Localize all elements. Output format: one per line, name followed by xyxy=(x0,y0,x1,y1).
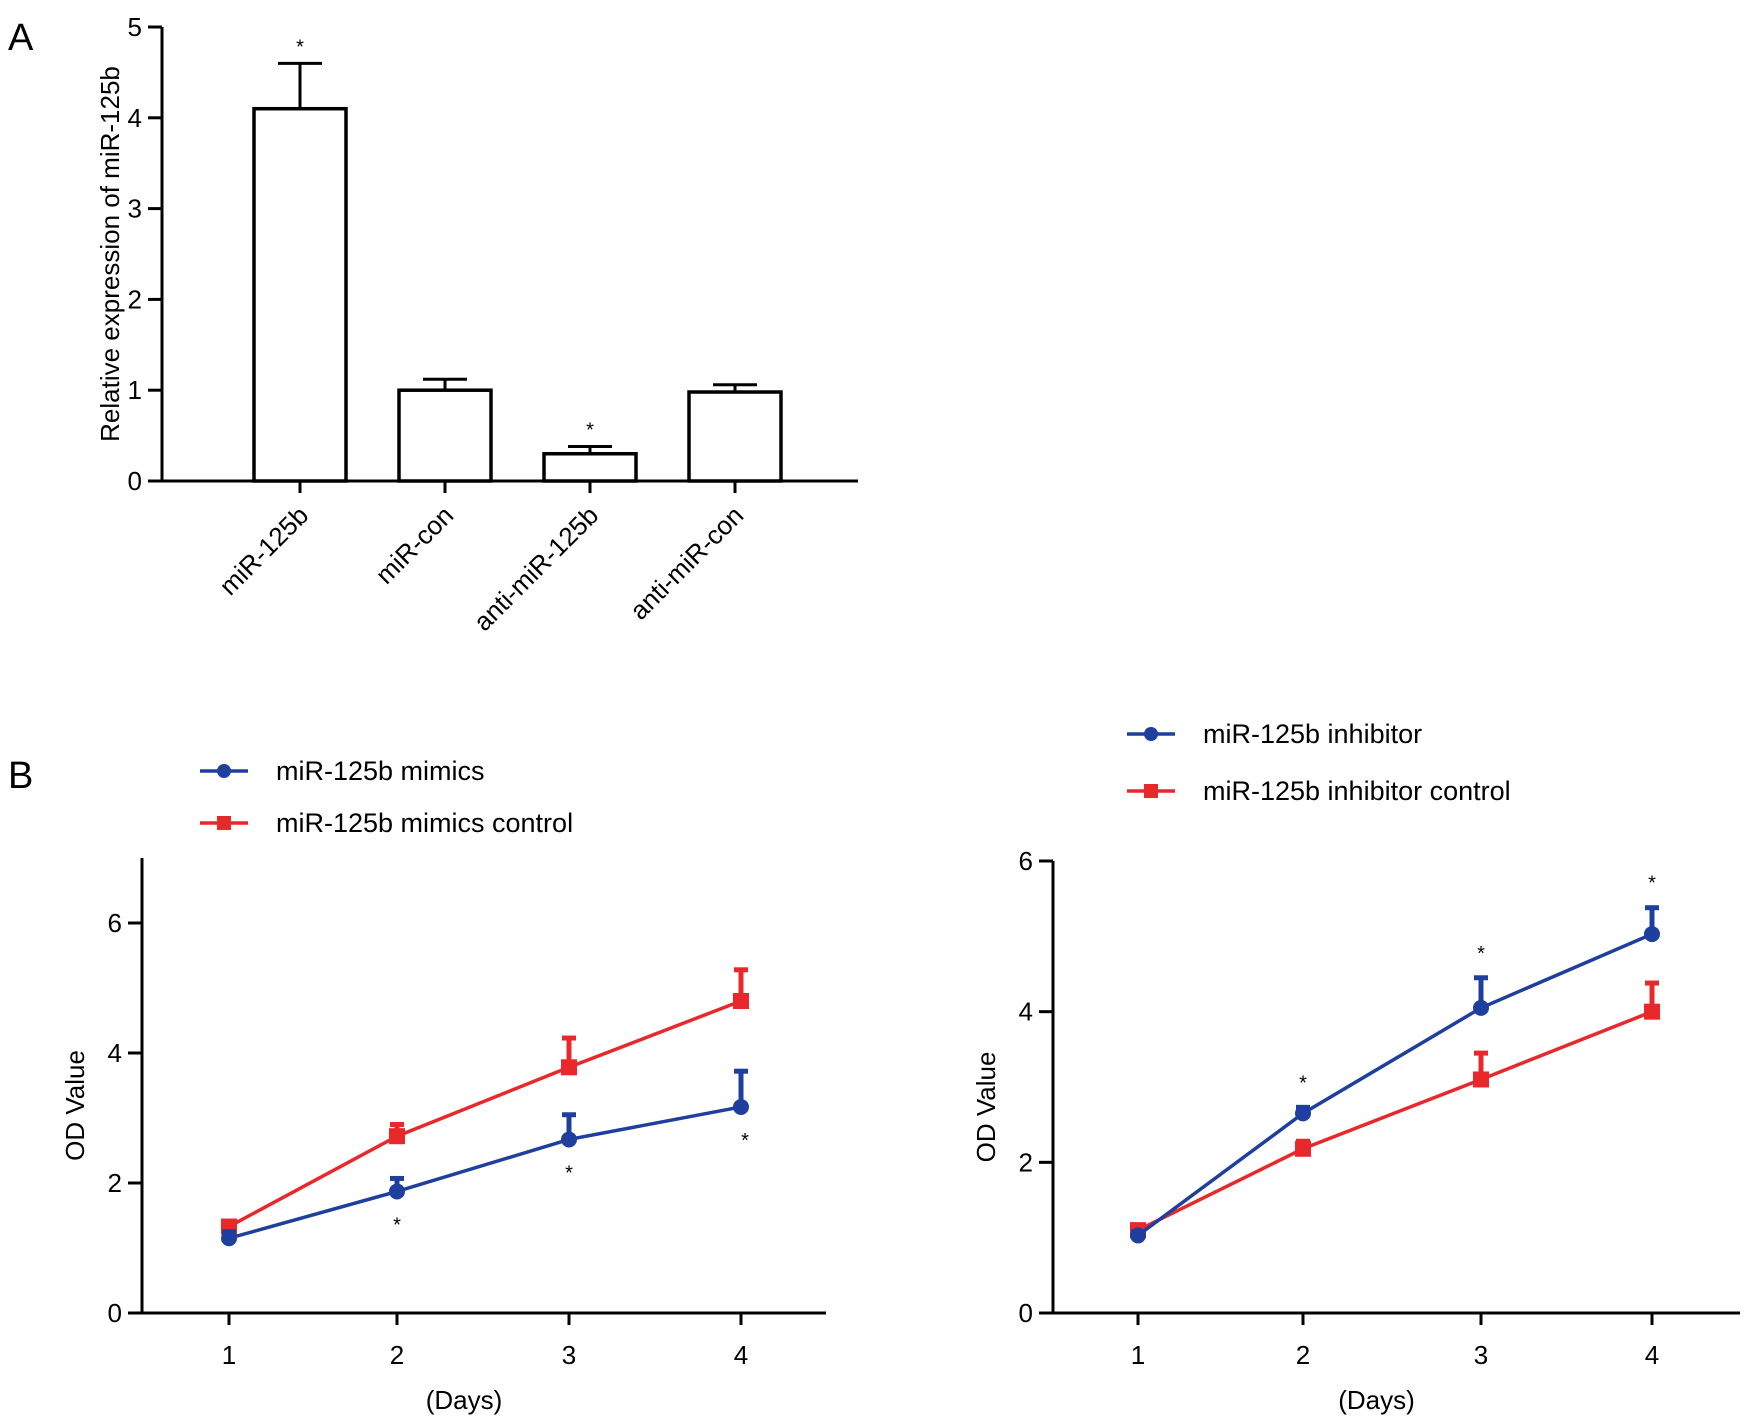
data-point xyxy=(221,1230,237,1247)
y-tick-label: 0 xyxy=(1019,1298,1033,1328)
y-tick-label: 5 xyxy=(128,12,142,42)
y-tick-label: 1 xyxy=(128,375,142,405)
bar xyxy=(397,388,493,483)
x-tick-label: 3 xyxy=(562,1340,576,1370)
y-tick-label: 6 xyxy=(1019,846,1033,876)
data-point xyxy=(561,1059,577,1076)
significance-marker: * xyxy=(741,1130,749,1152)
x-axis-label: (Days) xyxy=(1338,1385,1415,1415)
x-tick-label: anti-miR-125b xyxy=(468,500,605,637)
x-tick-label: miR-125b xyxy=(213,500,314,601)
series-line xyxy=(1136,932,1653,1237)
y-tick-label: 2 xyxy=(1019,1147,1033,1177)
x-tick-label: anti-miR-con xyxy=(624,500,749,625)
data-point xyxy=(1473,1071,1489,1088)
data-point xyxy=(389,1183,405,1200)
legend-label: miR-125b inhibitor control xyxy=(1203,776,1511,806)
x-tick-label: 1 xyxy=(1131,1340,1145,1370)
y-axis-label: Relative expression of miR-125b xyxy=(95,66,125,442)
bar xyxy=(252,106,348,483)
x-tick-label: 4 xyxy=(1645,1340,1659,1370)
significance-marker: * xyxy=(1648,873,1656,895)
line-chart-mimics: 0 2 4 6 1 2 3 4 (Days) OD Value * * * miR-125b mimics… xyxy=(60,756,826,1415)
y-tick-label: 4 xyxy=(128,103,142,133)
y-tick-label: 3 xyxy=(128,194,142,224)
data-point xyxy=(1130,1227,1146,1244)
bar xyxy=(542,452,638,483)
y-tick-label: 4 xyxy=(108,1038,122,1068)
legend-label: miR-125b mimics control xyxy=(276,808,573,838)
legend-label: miR-125b inhibitor xyxy=(1203,719,1422,749)
legend-marker xyxy=(1144,727,1158,741)
significance-marker: * xyxy=(1299,1072,1307,1094)
x-tick-label: 3 xyxy=(1474,1340,1488,1370)
data-point xyxy=(1644,926,1660,943)
x-axis-label: (Days) xyxy=(426,1385,503,1415)
data-point xyxy=(1295,1140,1311,1157)
legend-label: miR-125b mimics xyxy=(276,756,485,786)
significance-marker: * xyxy=(565,1162,573,1184)
series-line xyxy=(228,1105,742,1240)
x-tick-label: 1 xyxy=(222,1340,236,1370)
x-tick-label: miR-con xyxy=(370,500,460,590)
significance-marker: * xyxy=(393,1214,401,1236)
significance-marker: * xyxy=(1477,943,1485,965)
panel-label-b: B xyxy=(8,755,33,797)
series-line xyxy=(1137,1010,1653,1232)
x-tick-label: 2 xyxy=(390,1340,404,1370)
data-point xyxy=(389,1128,405,1145)
data-point xyxy=(733,993,749,1009)
x-tick-label: 4 xyxy=(734,1340,748,1370)
y-tick-label: 2 xyxy=(128,284,142,314)
line-chart-inhibitor: 0 2 4 6 1 2 3 4 (Days) OD Value * * * miR-125b inhibi… xyxy=(971,719,1740,1415)
x-tick-label: 2 xyxy=(1296,1340,1310,1370)
series-line xyxy=(228,999,742,1229)
legend-marker xyxy=(217,816,231,830)
data-point xyxy=(1473,999,1489,1016)
bar xyxy=(687,390,783,483)
y-tick-label: 6 xyxy=(108,908,122,938)
data-point xyxy=(1644,1003,1660,1020)
y-tick-label: 0 xyxy=(108,1298,122,1328)
legend-marker xyxy=(1144,784,1158,798)
y-tick-label: 0 xyxy=(128,466,142,496)
y-axis-label: OD Value xyxy=(60,1050,90,1161)
y-tick-label: 2 xyxy=(108,1168,122,1198)
data-point xyxy=(561,1131,577,1148)
y-tick-label: 4 xyxy=(1019,997,1033,1027)
y-axis-label: OD Value xyxy=(971,1052,1001,1163)
panel-label-a: A xyxy=(8,17,34,59)
data-point xyxy=(1295,1105,1311,1122)
significance-marker: * xyxy=(296,36,304,58)
data-point xyxy=(733,1098,749,1115)
significance-marker: * xyxy=(586,419,594,441)
legend-marker xyxy=(217,764,231,778)
